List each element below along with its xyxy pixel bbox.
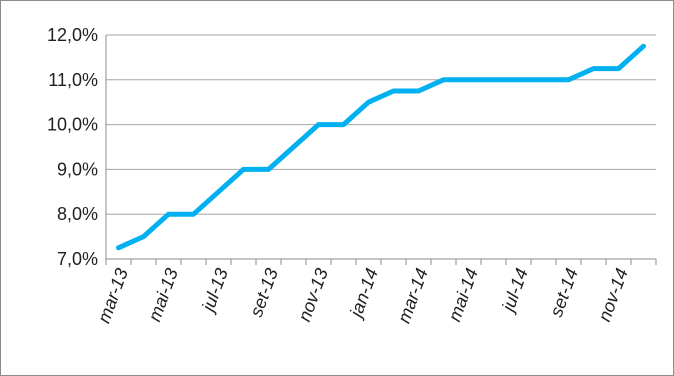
x-tick-label: mai-14 bbox=[444, 266, 482, 325]
data-point bbox=[291, 145, 296, 150]
x-tick-label: nov-13 bbox=[294, 266, 332, 325]
data-point bbox=[416, 89, 421, 94]
data-point bbox=[366, 100, 371, 105]
data-point bbox=[441, 77, 446, 82]
data-point bbox=[491, 77, 496, 82]
x-tick-label: jan-14 bbox=[345, 266, 382, 323]
x-tick-label: set-14 bbox=[546, 266, 582, 320]
data-point bbox=[166, 212, 171, 217]
y-tick-label: 11,0% bbox=[48, 70, 98, 90]
x-tick-label: nov-14 bbox=[594, 266, 632, 325]
x-tick-label: set-13 bbox=[246, 266, 282, 320]
data-point bbox=[566, 77, 571, 82]
x-tick-label: mai-13 bbox=[144, 266, 182, 325]
x-tick-label: mar-14 bbox=[394, 266, 432, 326]
data-point bbox=[466, 77, 471, 82]
data-point bbox=[341, 122, 346, 127]
data-point bbox=[541, 77, 546, 82]
y-tick-label: 7,0% bbox=[57, 249, 98, 269]
data-point bbox=[216, 189, 221, 194]
x-tick-label: jul-13 bbox=[197, 266, 232, 317]
data-point bbox=[191, 212, 196, 217]
y-tick-label: 12,0% bbox=[47, 25, 98, 45]
data-point bbox=[591, 66, 596, 71]
y-tick-label: 10,0% bbox=[47, 115, 98, 135]
data-point bbox=[266, 167, 271, 172]
data-point bbox=[141, 234, 146, 239]
data-point bbox=[241, 167, 246, 172]
y-tick-label: 9,0% bbox=[57, 159, 98, 179]
data-point bbox=[641, 44, 646, 49]
data-point bbox=[316, 122, 321, 127]
data-point bbox=[391, 89, 396, 94]
data-point bbox=[116, 245, 121, 250]
data-point bbox=[516, 77, 521, 82]
y-tick-label: 8,0% bbox=[57, 204, 98, 224]
data-point bbox=[616, 66, 621, 71]
x-tick-label: mar-13 bbox=[94, 266, 132, 326]
series-line bbox=[116, 43, 646, 251]
x-tick-label: jul-14 bbox=[497, 266, 532, 317]
